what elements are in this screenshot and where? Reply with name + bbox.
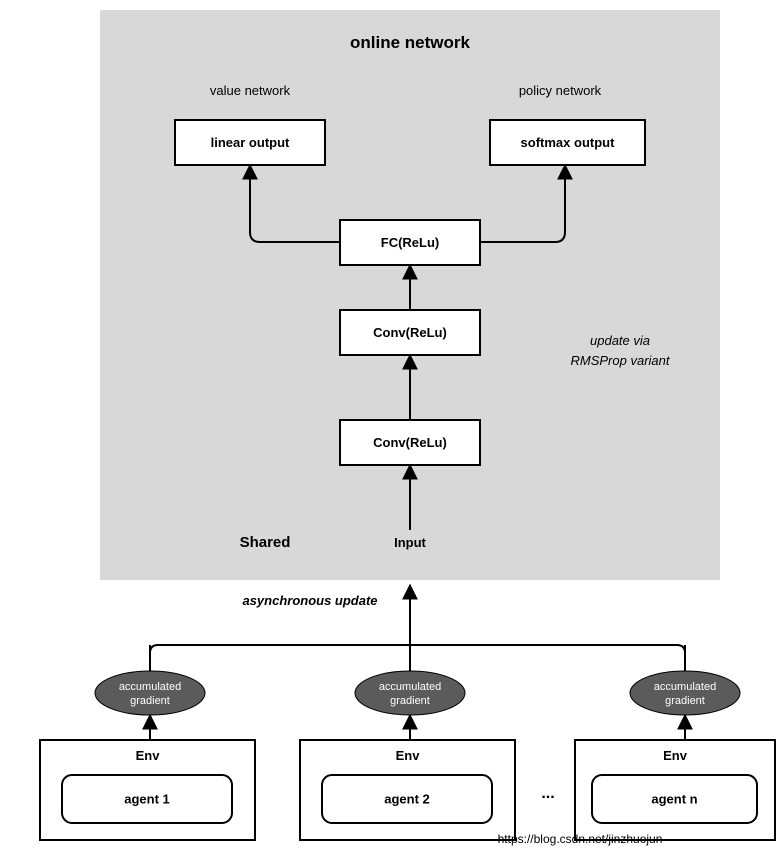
accumulated-gradient-1: accumulated gradient — [95, 671, 205, 715]
value-network-label: value network — [210, 83, 291, 98]
shared-label: Shared — [240, 534, 291, 551]
accumulated-gradient-2: accumulated gradient — [355, 671, 465, 715]
agent-2-label: agent 2 — [384, 791, 430, 806]
agent-3-label: agent n — [651, 791, 697, 806]
agent-2-box: agent 2 — [322, 775, 492, 823]
diagram-canvas: linear output softmax output FC(ReLu) Co… — [0, 0, 779, 858]
grad3-line2: gradient — [665, 695, 705, 707]
online-network-title: online network — [350, 33, 471, 52]
conv-relu-1-label: Conv(ReLu) — [373, 435, 447, 450]
env-1-label: Env — [136, 748, 161, 763]
conv-relu-2-box: Conv(ReLu) — [340, 310, 480, 355]
policy-network-label: policy network — [519, 83, 602, 98]
grad3-line1: accumulated — [654, 681, 716, 693]
softmax-output-label: softmax output — [521, 135, 616, 150]
grad2-line1: accumulated — [379, 681, 441, 693]
watermark-text: https://blog.csdn.net/jinzhuojun — [498, 832, 663, 846]
agent-3-box: agent n — [592, 775, 757, 823]
accumulated-gradient-3: accumulated gradient — [630, 671, 740, 715]
asynchronous-update-label: asynchronous update — [242, 593, 377, 608]
fc-relu-box: FC(ReLu) — [340, 220, 480, 265]
softmax-output-box: softmax output — [490, 120, 645, 165]
ellipsis-dots: ... — [541, 785, 554, 802]
agent-1-label: agent 1 — [124, 791, 170, 806]
grad2-line2: gradient — [390, 695, 430, 707]
conv-relu-2-label: Conv(ReLu) — [373, 325, 447, 340]
rmsprop-label-1: update via — [590, 333, 650, 348]
conv-relu-1-box: Conv(ReLu) — [340, 420, 480, 465]
grad1-line2: gradient — [130, 695, 170, 707]
env-2-label: Env — [396, 748, 421, 763]
edge-async-horizontal — [150, 645, 685, 653]
env-3-label: Env — [663, 748, 688, 763]
fc-relu-label: FC(ReLu) — [381, 235, 440, 250]
input-label: Input — [394, 535, 426, 550]
grad1-line1: accumulated — [119, 681, 181, 693]
linear-output-label: linear output — [211, 135, 290, 150]
agent-1-box: agent 1 — [62, 775, 232, 823]
rmsprop-label-2: RMSProp variant — [571, 353, 671, 368]
linear-output-box: linear output — [175, 120, 325, 165]
